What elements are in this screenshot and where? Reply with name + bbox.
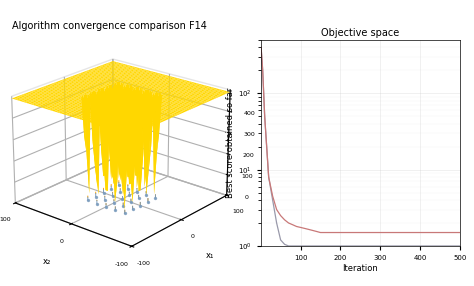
GWO [318, 231, 323, 234]
Y-axis label: x₁: x₁ [206, 251, 214, 260]
HGDGWO [278, 238, 283, 242]
HGDGWO [337, 244, 343, 248]
GWO [260, 69, 265, 72]
GWO [274, 208, 280, 211]
HGDGWO [262, 115, 267, 118]
Y-axis label: Best score obtained so far: Best score obtained so far [226, 88, 235, 198]
Line: GWO: GWO [261, 47, 460, 233]
Line: HGDGWO: HGDGWO [261, 47, 460, 246]
GWO [290, 223, 295, 227]
HGDGWO [266, 175, 272, 179]
GWO [337, 231, 343, 234]
HGDGWO [286, 244, 292, 248]
HGDGWO [270, 198, 275, 202]
GWO [270, 194, 275, 198]
X-axis label: x₂: x₂ [43, 257, 51, 266]
X-axis label: Iteration: Iteration [342, 264, 378, 273]
HGDGWO [258, 46, 264, 49]
GWO [264, 145, 270, 148]
GWO [417, 231, 423, 234]
HGDGWO [274, 221, 280, 225]
HGDGWO [282, 243, 287, 246]
GWO [457, 231, 463, 234]
GWO [310, 229, 315, 232]
GWO [286, 221, 292, 225]
HGDGWO [260, 69, 265, 72]
HGDGWO [417, 244, 423, 248]
GWO [262, 115, 267, 118]
GWO [306, 228, 311, 231]
GWO [314, 230, 319, 233]
GWO [294, 225, 300, 228]
GWO [301, 227, 307, 230]
GWO [266, 175, 272, 179]
Text: Algorithm convergence comparison F14: Algorithm convergence comparison F14 [12, 21, 207, 31]
Title: Objective space: Objective space [321, 28, 400, 38]
HGDGWO [377, 244, 383, 248]
GWO [377, 231, 383, 234]
GWO [258, 46, 264, 49]
GWO [298, 226, 303, 229]
GWO [282, 218, 287, 222]
GWO [278, 214, 283, 217]
HGDGWO [457, 244, 463, 248]
HGDGWO [264, 145, 270, 148]
